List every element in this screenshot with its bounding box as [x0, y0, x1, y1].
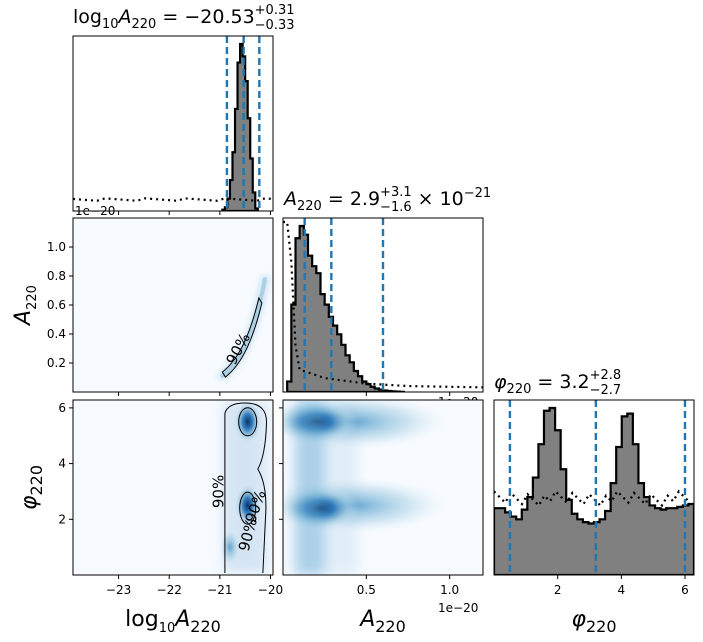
contour-inner-top-p20: [238, 407, 258, 437]
title-phi220: φ220 = 3.2+2.8: [494, 368, 621, 397]
title-phi220-minus: −2.7: [590, 383, 622, 398]
p21-xtick-label-0: 0.5: [357, 583, 376, 597]
density-log10A-vs-phi: [73, 400, 273, 575]
offset-label-p00: 1e−20: [75, 204, 115, 218]
p10-ytick-label-3: 0.8: [47, 269, 66, 283]
p22-xtick-label-1: 4: [618, 583, 626, 597]
panel-log10-A220-hist: [72, 35, 274, 212]
panel-log10A-vs-phi: [72, 399, 274, 576]
title-A220-minus: −1.6: [380, 200, 412, 215]
offset-label-p21: 1e−20: [438, 601, 478, 615]
p10-ytick-label-1: 0.4: [47, 327, 66, 341]
p20-xtick-label-2: −21: [207, 583, 232, 597]
xlabel-phi220: φ220: [571, 607, 616, 636]
density-A-vs-phi: [283, 400, 483, 575]
p10-ytick-label-0: 0.2: [47, 356, 66, 370]
p10-ytick-label-4: 1.0: [47, 240, 66, 254]
title-log10-A220: log10A220 = −20.53+0.31: [73, 3, 295, 32]
p10-ytick-label-2: 0.6: [47, 298, 66, 312]
density-log10A-vs-A: [73, 218, 273, 392]
panel-A220-hist: [282, 217, 484, 393]
xlabel-log10-A220: log10A220: [125, 607, 221, 636]
hist-A220: [286, 224, 405, 392]
p22-xtick-label-2: 6: [681, 583, 689, 597]
title-A220-suffix: × 10−21: [418, 186, 492, 210]
contour-90-p20: [224, 402, 267, 574]
prior-log10-A220: [73, 197, 273, 202]
hist-phi220: [494, 406, 694, 575]
panel-A-vs-phi: [282, 399, 484, 576]
p20-ytick-label-0: 2: [58, 512, 66, 526]
contour-90-p10: [221, 296, 263, 378]
p21-xtick-label-1: 1.0: [440, 583, 459, 597]
contour-label-p20-a: 90%: [209, 475, 227, 508]
p20-ytick-label-1: 4: [58, 457, 66, 471]
title-A220: A220 = 2.9+3.1: [282, 185, 412, 214]
p20-xtick-label-1: −22: [157, 583, 182, 597]
xlabel-A220: A220: [358, 607, 406, 636]
ylabel-A220: A220: [11, 285, 40, 327]
p20-xtick-label-3: −20: [258, 583, 283, 597]
panel-phi220-hist: [493, 399, 695, 576]
p22-xtick-label-0: 2: [554, 583, 562, 597]
prior-A220: [283, 220, 483, 389]
p20-xtick-label-0: −23: [106, 583, 131, 597]
hist-A220-bars: [286, 224, 405, 392]
title-log10-A220-minus: −0.33: [255, 18, 295, 33]
p20-ytick-label-2: 6: [58, 401, 66, 415]
prior-phi220: [494, 489, 691, 508]
ylabel-phi220: φ220: [17, 465, 46, 510]
hist-phi220-bars: [494, 406, 694, 575]
contour-inner-bottom-p20: [239, 491, 257, 525]
